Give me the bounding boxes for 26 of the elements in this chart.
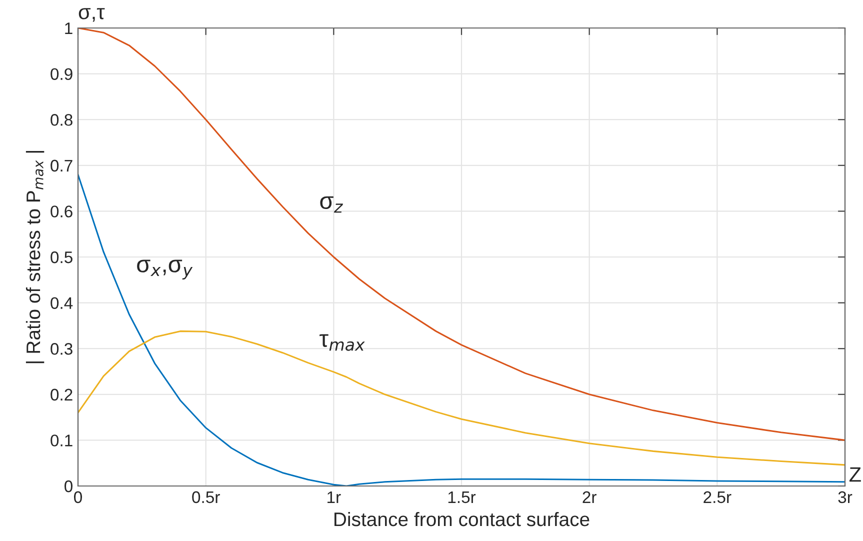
y-tick-label: 0.8: [50, 114, 72, 126]
y-axis-title: | Ratio of stress to P$_{max}$ |: [26, 151, 44, 364]
y-tick-label: 1: [65, 22, 72, 34]
y-tick-label: 0: [64, 480, 72, 492]
x-tick-label: 0.5r: [192, 491, 220, 504]
x-tick-label: 2r: [582, 491, 596, 503]
text: σ,τ: [78, 8, 105, 22]
y-tick-label: 0.2: [50, 388, 72, 401]
series-label: σ$_{z}$: [320, 196, 343, 213]
y-tick-label: 0.1: [50, 434, 72, 446]
x-tick-label: 0: [74, 491, 82, 504]
line-series: [78, 330, 845, 466]
y-tick-label: 0.4: [50, 297, 73, 310]
series-label: τ$_{max}$: [320, 334, 365, 351]
y-tick-label: 0.9: [50, 68, 72, 80]
text: Z: [849, 467, 861, 482]
y-tick-label: 0.3: [50, 343, 72, 355]
series-label: σ$_{x}$,σ$_{y}$: [137, 260, 193, 280]
x-tick-label: 2.5r: [704, 491, 732, 504]
y-tick-label: 0.7: [50, 160, 72, 172]
x-tick-label: 1.5r: [448, 491, 476, 504]
x-axis-title: Distance from contact surface: [334, 512, 590, 526]
x-tick-label: 1r: [328, 491, 341, 503]
x-tick-label: 3r: [838, 491, 852, 504]
y-tick-label: 0.5: [50, 251, 72, 264]
y-tick-label: 0.6: [50, 206, 72, 218]
